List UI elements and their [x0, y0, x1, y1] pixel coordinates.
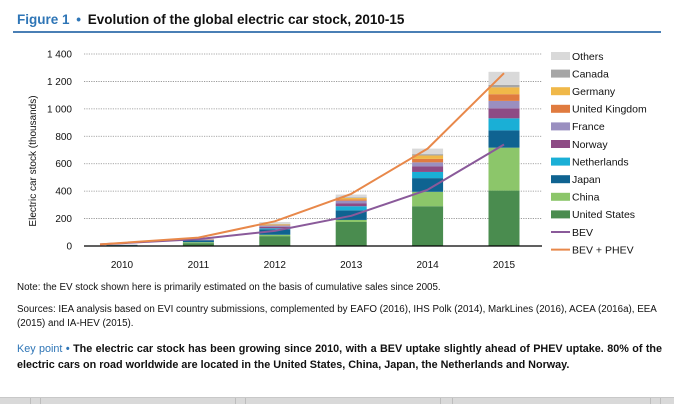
legend-swatch [551, 158, 570, 166]
legend-item: China [551, 192, 600, 204]
bar-stack-2012 [259, 222, 290, 246]
chart-note: Note: the EV stock shown here is primari… [17, 282, 441, 293]
legend-swatch [551, 70, 570, 78]
bar-segment-france [489, 101, 520, 108]
legend-label: Germany [572, 86, 616, 98]
bar-segment-norway [412, 166, 443, 171]
legend-item: Canada [551, 68, 609, 80]
legend-swatch [551, 175, 570, 183]
bar-segment-norway [336, 203, 367, 206]
figure-title-text: Evolution of the global electric car sto… [88, 12, 405, 27]
y-tick-label: 1 400 [47, 50, 72, 61]
title-rule [13, 31, 661, 33]
legend-swatch [551, 52, 570, 60]
key-point-separator: • [66, 343, 70, 355]
legend-label: Japan [572, 174, 601, 186]
y-tick-label: 800 [55, 132, 72, 143]
legend-item: Netherlands [551, 156, 629, 168]
bar-segment-united-states [412, 206, 443, 246]
legend-label: Norway [572, 139, 608, 151]
legend: Others Canada Germany United Kingdom France N… [551, 51, 647, 257]
y-tick-label: 400 [55, 187, 72, 198]
legend-swatch [551, 87, 570, 95]
x-tick-labels: 2010 2011 2012 2013 2014 2015 [111, 260, 516, 271]
y-tick-label: 200 [55, 214, 72, 225]
legend-item: Others [551, 51, 604, 63]
legend-item: Norway [551, 139, 608, 151]
legend-item: BEV [551, 227, 593, 239]
stacked-bar-chart: 0 200 400 600 800 1 000 1 200 1 400 Electric ca… [0, 36, 674, 281]
legend-label: BEV [572, 227, 593, 239]
bar-segment-united-kingdom [489, 94, 520, 101]
gridlines [84, 54, 542, 219]
bar-segment-united-kingdom [336, 199, 367, 200]
line-bev [100, 145, 504, 245]
y-tick-label: 1 000 [47, 104, 72, 115]
bar-stack-2015 [489, 72, 520, 246]
key-point-label: Key point [17, 343, 62, 355]
legend-item: United States [551, 209, 635, 221]
bar-segment-china [183, 242, 214, 243]
bar-stack-2013 [336, 195, 367, 246]
figure-label: Figure 1 [17, 12, 70, 27]
legend-swatch [551, 105, 570, 113]
chart-sources: Sources: IEA analysis based on EVI count… [17, 303, 662, 330]
x-tick-label: 2010 [111, 260, 134, 271]
bar-segment-france [412, 162, 443, 166]
bar-segment-united-states [259, 236, 290, 246]
legend-item: France [551, 121, 605, 133]
legend-swatch [551, 122, 570, 130]
line-bev-phev [100, 73, 504, 244]
legend-item: BEV + PHEV [551, 244, 634, 256]
legend-label: Others [572, 51, 604, 63]
bar-segment-norway [489, 108, 520, 118]
bar-segment-netherlands [412, 172, 443, 178]
figure-title: Figure 1 • Evolution of the global elect… [17, 12, 404, 27]
bar-segment-germany [489, 87, 520, 94]
y-tick-labels: 0 200 400 600 800 1 000 1 200 1 400 [47, 50, 72, 253]
y-tick-label: 600 [55, 159, 72, 170]
bar-segment-united-kingdom [412, 159, 443, 162]
legend-label: France [572, 121, 605, 133]
y-tick-label: 0 [66, 242, 72, 253]
legend-swatch [551, 193, 570, 201]
legend-label: BEV + PHEV [572, 244, 634, 256]
x-tick-label: 2013 [340, 260, 363, 271]
legend-item: Japan [551, 174, 601, 186]
x-tick-label: 2014 [416, 260, 439, 271]
legend-item: United Kingdom [551, 104, 647, 116]
title-separator: • [76, 12, 81, 27]
bar-segment-china [336, 220, 367, 222]
legend-item: Germany [551, 86, 616, 98]
x-tick-label: 2011 [188, 260, 210, 271]
x-tick-label: 2012 [264, 260, 287, 271]
legend-label: United States [572, 209, 635, 221]
legend-label: Netherlands [572, 156, 629, 168]
legend-label: China [572, 192, 600, 204]
bar-segment-netherlands [489, 118, 520, 130]
y-tick-label: 1 200 [47, 77, 72, 88]
bar-segment-netherlands [336, 206, 367, 210]
bar-stack-2014 [412, 149, 443, 246]
legend-label: Canada [572, 68, 609, 80]
bar-segment-france [336, 201, 367, 204]
bar-segment-united-states [336, 222, 367, 246]
legend-label: United Kingdom [572, 104, 647, 116]
bars [107, 72, 520, 246]
y-axis-label: Electric car stock (thousands) [28, 95, 39, 226]
lines [100, 73, 504, 244]
bar-segment-china [489, 148, 520, 191]
key-point: Key point • The electric car stock has b… [17, 342, 662, 373]
legend-swatch [551, 140, 570, 148]
bar-segment-china [259, 235, 290, 236]
key-point-text: The electric car stock has been growing … [17, 343, 662, 371]
x-tick-label: 2015 [493, 260, 516, 271]
bar-segment-france [259, 226, 290, 227]
legend-swatch [551, 210, 570, 218]
bar-segment-united-states [489, 191, 520, 246]
